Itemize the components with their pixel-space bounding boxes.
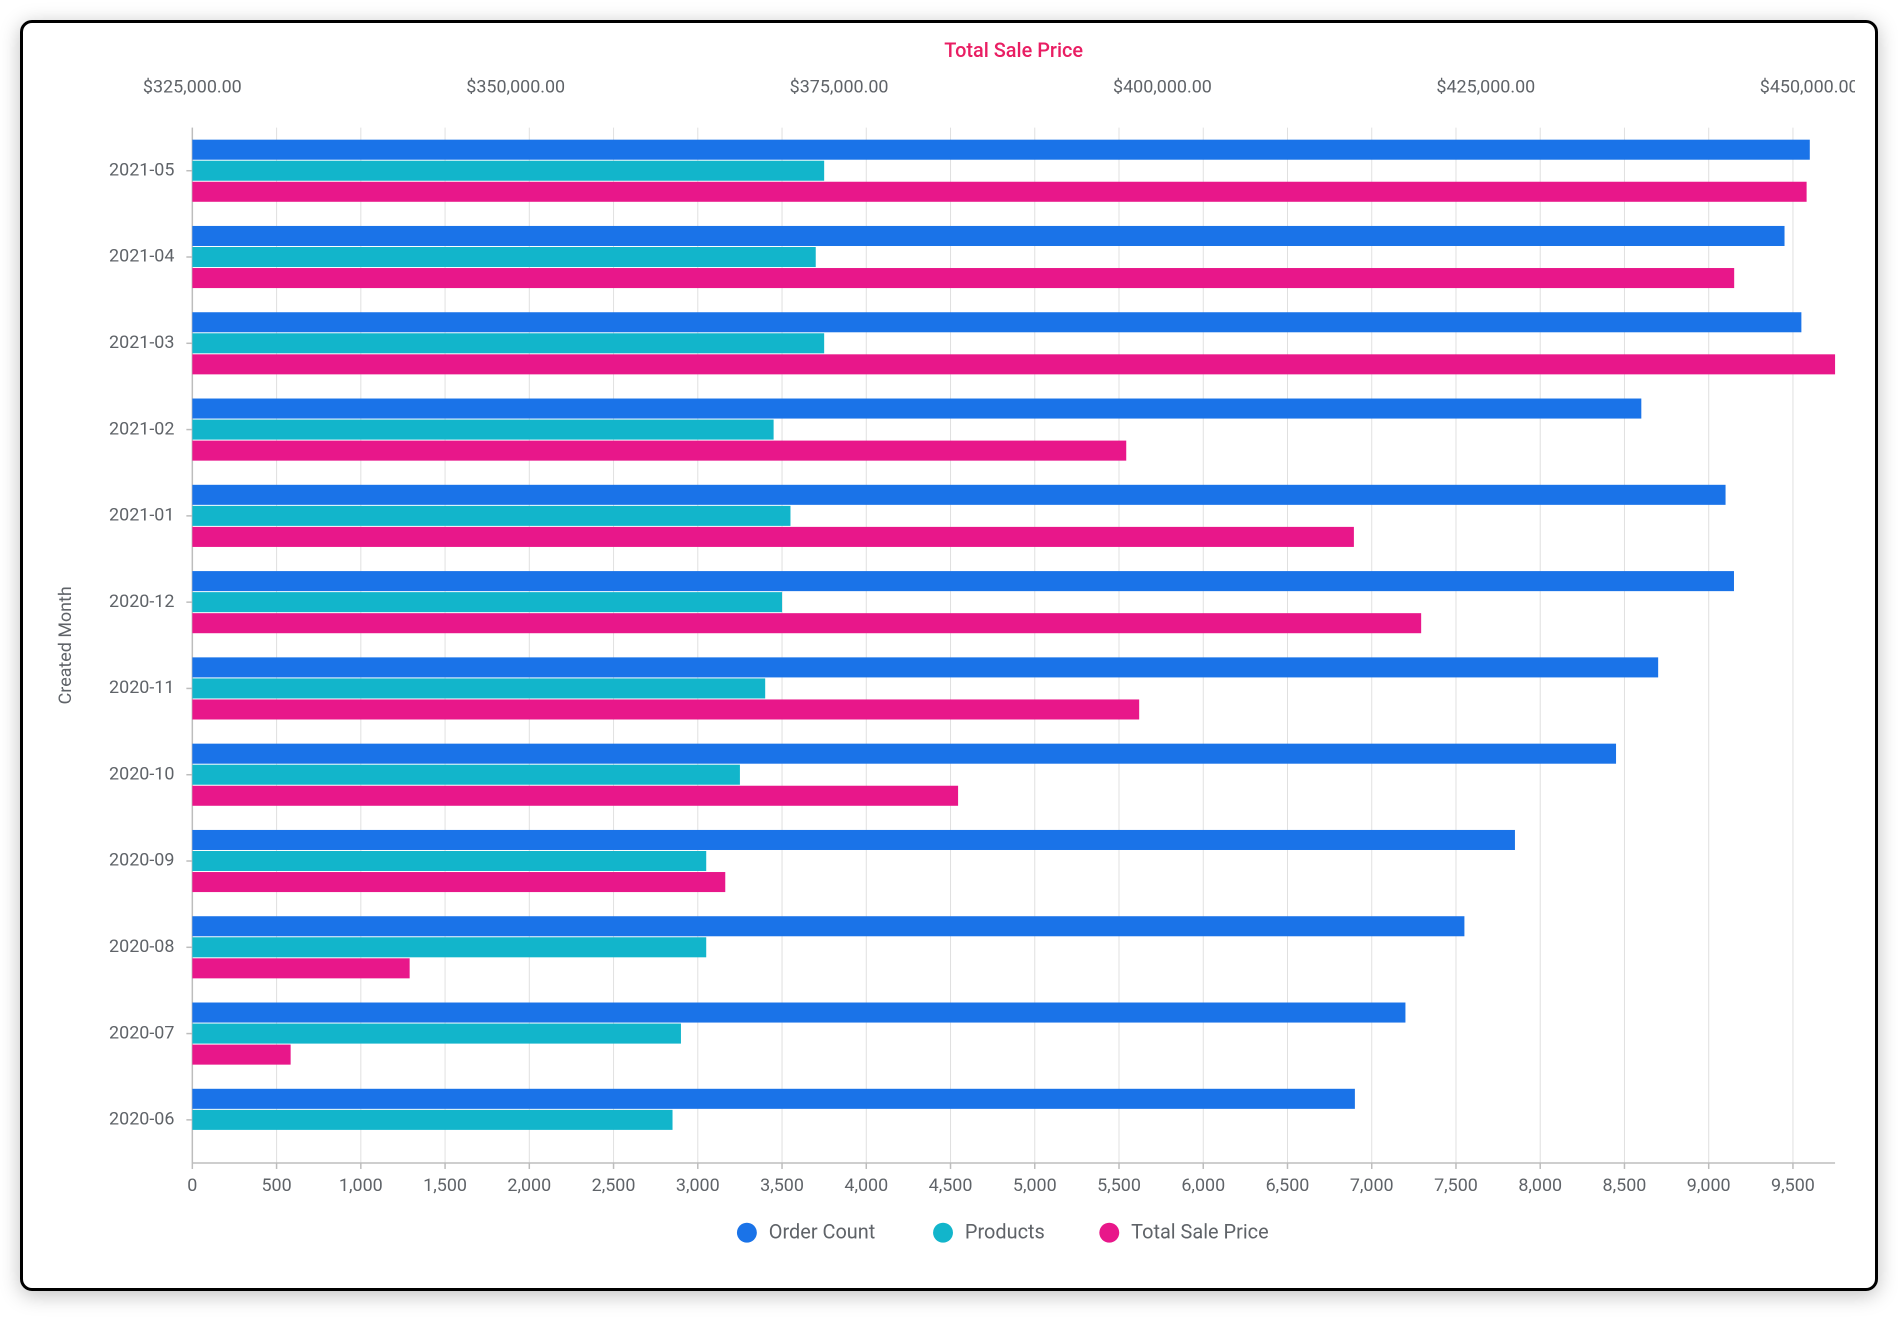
category-label: 2020-10 xyxy=(109,763,174,784)
bar-order_count[interactable] xyxy=(192,657,1658,677)
category-label: 2020-08 xyxy=(109,936,174,957)
bottom-axis-tick-label: 6,000 xyxy=(1181,1175,1225,1196)
bar-total_sale_price[interactable] xyxy=(192,268,1734,288)
top-axis-tick-label: $400,000.00 xyxy=(1113,77,1212,98)
chart-frame: Total Sale Price $325,000.00 $350,000.00 $3… xyxy=(20,20,1878,1291)
category-label: 2020-12 xyxy=(109,591,174,612)
bottom-axis-tick-label: 1,500 xyxy=(423,1175,467,1196)
y-axis-title: Created Month xyxy=(55,586,76,704)
category-label: 2021-02 xyxy=(109,418,174,439)
category-label: 2020-11 xyxy=(109,677,174,698)
bottom-axis-tick-label: 3,500 xyxy=(760,1175,804,1196)
category-label: 2021-03 xyxy=(109,332,174,353)
bottom-axis-tick-label: 8,500 xyxy=(1603,1175,1647,1196)
bottom-axis-tick-label: 2,500 xyxy=(592,1175,636,1196)
bar-order_count[interactable] xyxy=(192,571,1734,591)
bar-products[interactable] xyxy=(192,333,824,353)
bottom-axis-tick-label: 5,000 xyxy=(1013,1175,1057,1196)
legend-swatch-total_sale_price[interactable] xyxy=(1099,1223,1119,1243)
bar-total_sale_price[interactable] xyxy=(192,872,725,892)
bottom-axis-tick-label: 3,000 xyxy=(676,1175,720,1196)
bar-products[interactable] xyxy=(192,247,815,267)
category-label: 2020-07 xyxy=(109,1022,174,1043)
top-axis-tick-label: $450,000.00 xyxy=(1760,77,1855,98)
category-label: 2021-05 xyxy=(109,159,174,180)
legend-swatch-products[interactable] xyxy=(933,1223,953,1243)
bar-order_count[interactable] xyxy=(192,312,1801,332)
bottom-axis-tick-label: 1,000 xyxy=(339,1175,383,1196)
bar-products[interactable] xyxy=(192,420,773,440)
bar-total_sale_price[interactable] xyxy=(192,527,1354,547)
bar-order_count[interactable] xyxy=(192,140,1809,160)
category-label: 2021-01 xyxy=(109,505,174,526)
legend-label-products[interactable]: Products xyxy=(965,1221,1045,1244)
bar-products[interactable] xyxy=(192,678,765,698)
bottom-axis-tick-label: 500 xyxy=(261,1175,291,1196)
category-label: 2021-04 xyxy=(109,246,174,267)
bar-order_count[interactable] xyxy=(192,1003,1405,1023)
bar-total_sale_price[interactable] xyxy=(192,786,958,806)
bar-total_sale_price[interactable] xyxy=(192,441,1126,461)
bar-order_count[interactable] xyxy=(192,226,1784,246)
bar-total_sale_price[interactable] xyxy=(192,613,1421,633)
top-axis-tick-label: $375,000.00 xyxy=(790,77,889,98)
bottom-axis-tick-label: 9,000 xyxy=(1687,1175,1731,1196)
bottom-axis-tick-label: 7,000 xyxy=(1350,1175,1394,1196)
bar-total_sale_price[interactable] xyxy=(192,1045,290,1065)
category-label: 2020-09 xyxy=(109,850,174,871)
bar-products[interactable] xyxy=(192,592,782,612)
bottom-axis-tick-label: 6,500 xyxy=(1266,1175,1310,1196)
bar-order_count[interactable] xyxy=(192,1089,1355,1109)
bar-total_sale_price[interactable] xyxy=(192,699,1139,719)
bottom-axis-tick-label: 8,000 xyxy=(1518,1175,1562,1196)
legend-label-order_count[interactable]: Order Count xyxy=(769,1221,876,1244)
bottom-axis-tick-label: 5,500 xyxy=(1097,1175,1141,1196)
legend-label-total_sale_price[interactable]: Total Sale Price xyxy=(1131,1221,1269,1244)
top-axis-tick-label: $350,000.00 xyxy=(466,77,565,98)
bar-products[interactable] xyxy=(192,506,790,526)
bar-total_sale_price[interactable] xyxy=(192,354,1835,374)
bar-order_count[interactable] xyxy=(192,744,1616,764)
bar-total_sale_price[interactable] xyxy=(192,958,409,978)
category-label: 2020-06 xyxy=(109,1109,174,1130)
bottom-axis-tick-label: 4,500 xyxy=(929,1175,973,1196)
bar-order_count[interactable] xyxy=(192,916,1464,936)
bottom-axis-tick-label: 2,000 xyxy=(507,1175,551,1196)
top-axis-title: Total Sale Price xyxy=(944,39,1083,62)
legend-swatch-order_count[interactable] xyxy=(737,1223,757,1243)
bottom-axis-tick-label: 0 xyxy=(187,1175,197,1196)
bottom-axis-tick-label: 7,500 xyxy=(1434,1175,1478,1196)
bar-products[interactable] xyxy=(192,1024,681,1044)
bar-order_count[interactable] xyxy=(192,485,1725,505)
bottom-axis-tick-label: 9,500 xyxy=(1771,1175,1815,1196)
bottom-axis-tick-label: 4,000 xyxy=(844,1175,888,1196)
top-axis-tick-label: $425,000.00 xyxy=(1436,77,1535,98)
bar-products[interactable] xyxy=(192,765,740,785)
bar-products[interactable] xyxy=(192,161,824,181)
bar-total_sale_price[interactable] xyxy=(192,182,1806,202)
bar-chart-svg: Total Sale Price $325,000.00 $350,000.00 $3… xyxy=(43,33,1855,1278)
chart-container: Total Sale Price $325,000.00 $350,000.00 $3… xyxy=(43,33,1855,1278)
bar-order_count[interactable] xyxy=(192,830,1515,850)
bar-products[interactable] xyxy=(192,1110,672,1130)
bar-products[interactable] xyxy=(192,937,706,957)
bar-products[interactable] xyxy=(192,851,706,871)
top-axis-tick-label: $325,000.00 xyxy=(143,77,242,98)
bar-order_count[interactable] xyxy=(192,399,1641,419)
